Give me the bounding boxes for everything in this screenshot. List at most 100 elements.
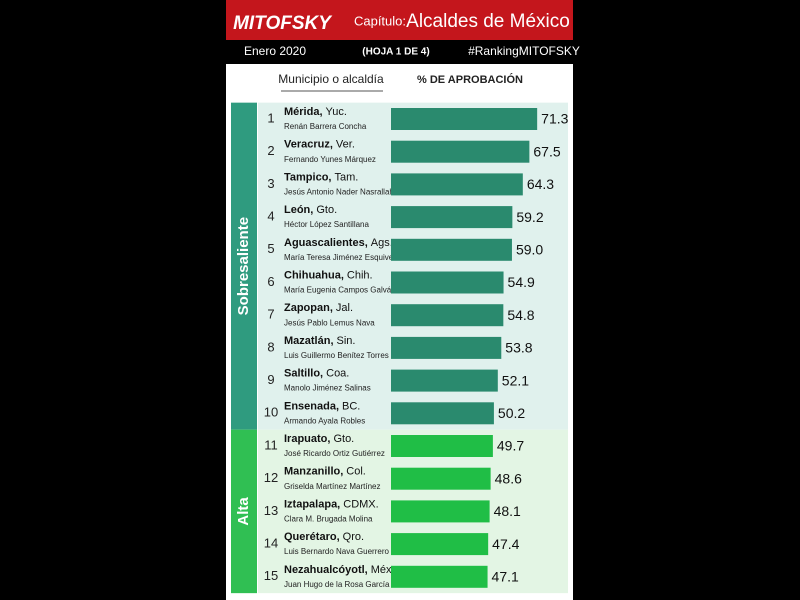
mayor: Griselda Martínez Martínez (284, 482, 380, 491)
mayor: José Ricardo Ortiz Gutiérrez (284, 449, 385, 458)
mayor: Luis Guillermo Benítez Torres (284, 351, 389, 360)
value-label: 47.4 (492, 536, 519, 552)
city: Manzanillo, (284, 466, 343, 478)
bar (391, 500, 490, 523)
municipality: Veracruz, Ver. (284, 139, 355, 151)
mayor: Héctor López Santillana (284, 220, 369, 229)
value-label: 59.2 (516, 209, 543, 225)
state: Gto. (333, 433, 354, 445)
header-band (226, 0, 573, 40)
municipality: Querétaro, Qro. (284, 531, 364, 543)
group-label: Sobresaliente (235, 217, 252, 315)
value-label: 52.1 (502, 372, 529, 388)
rank: 6 (267, 274, 274, 289)
municipality: Irapuato, Gto. (284, 433, 354, 445)
group-label: Alta (235, 497, 252, 526)
municipality: Zapopan, Jal. (284, 302, 353, 314)
value-label: 53.8 (505, 340, 532, 356)
mayor: Manolo Jiménez Salinas (284, 384, 371, 393)
city: León, (284, 204, 313, 216)
municipality: León, Gto. (284, 204, 337, 216)
municipality: Aguascalientes, Ags. (284, 237, 393, 249)
sheet: (HOJA 1 DE 4) (362, 47, 429, 58)
mayor: Juan Hugo de la Rosa García (284, 580, 390, 589)
column-header: % DE APROBACIÓN (417, 73, 523, 86)
value-label: 48.1 (494, 503, 521, 519)
municipality: Iztapalapa, CDMX. (284, 498, 379, 510)
state: Qro. (343, 531, 364, 543)
rank: 8 (267, 339, 274, 354)
municipality: Mérida, Yuc. (284, 106, 347, 118)
bar (391, 402, 494, 425)
city: Irapuato, (284, 433, 330, 445)
municipality: Mazatlán, Sin. (284, 335, 355, 347)
city: Tampico, (284, 171, 331, 183)
state: Yuc. (326, 106, 347, 118)
bar (391, 435, 493, 457)
municipality: Saltillo, Coa. (284, 368, 349, 380)
city: Mazatlán, (284, 335, 334, 347)
rank: 7 (267, 307, 274, 322)
bar (391, 565, 488, 588)
mayor: María Eugenia Campos Galván (284, 286, 396, 295)
value-label: 54.9 (508, 274, 535, 290)
date: Enero 2020 (244, 44, 306, 58)
municipality: Tampico, Tam. (284, 171, 358, 183)
mayor: Clara M. Brugada Molina (284, 515, 373, 524)
value-label: 54.8 (507, 307, 534, 323)
state: Coa. (326, 368, 349, 380)
state: Col. (346, 466, 366, 478)
rank: 9 (267, 372, 274, 387)
city: Mérida, (284, 106, 323, 118)
city: Saltillo, (284, 368, 323, 380)
rank: 5 (267, 241, 274, 256)
bar (391, 304, 504, 327)
hashtag: #RankingMITOFSKY (468, 44, 580, 58)
rank: 15 (264, 568, 278, 583)
chart-title: Alcaldes de México (406, 11, 570, 32)
bar (391, 238, 512, 261)
state: CDMX. (343, 498, 378, 510)
bar (391, 140, 530, 163)
city: Nezahualcóyotl, (284, 564, 368, 576)
city: Veracruz, (284, 139, 333, 151)
state: Méx. (371, 564, 395, 576)
mayor: Armando Ayala Robles (284, 416, 365, 425)
rank: 13 (264, 503, 278, 518)
state: Sin. (337, 335, 356, 347)
rank: 1 (267, 110, 274, 125)
bar (391, 271, 504, 294)
value-label: 48.6 (495, 470, 522, 486)
chapter-label: Capítulo: (354, 13, 406, 28)
city: Iztapalapa, (284, 498, 340, 510)
state: Tam. (334, 171, 358, 183)
city: Querétaro, (284, 531, 340, 543)
mayor: María Teresa Jiménez Esquivel (284, 253, 395, 262)
bar (391, 336, 502, 359)
bar (391, 206, 513, 229)
value-label: 49.7 (497, 438, 524, 454)
group-band (231, 102, 257, 430)
state: Jal. (336, 302, 353, 314)
city: Ensenada, (284, 400, 339, 412)
municipality: Manzanillo, Col. (284, 466, 366, 478)
state: Gto. (316, 204, 337, 216)
value-label: 59.0 (516, 242, 543, 258)
rank: 11 (264, 437, 278, 452)
value-label: 67.5 (533, 143, 560, 159)
mayor: Renán Barrera Concha (284, 122, 367, 131)
value-label: 64.3 (527, 176, 554, 192)
city: Chihuahua, (284, 269, 344, 281)
bar (391, 369, 498, 392)
state: Ver. (336, 139, 355, 151)
column-header: Municipio o alcaldía (278, 72, 384, 86)
mayor: Jesús Antonio Nader Nasrallah (284, 188, 394, 197)
bar (391, 533, 489, 556)
mayor: Jesús Pablo Lemus Nava (284, 318, 375, 327)
value-label: 71.3 (541, 111, 568, 127)
state: Chih. (347, 269, 373, 281)
state: BC. (342, 400, 360, 412)
bar (391, 467, 491, 490)
